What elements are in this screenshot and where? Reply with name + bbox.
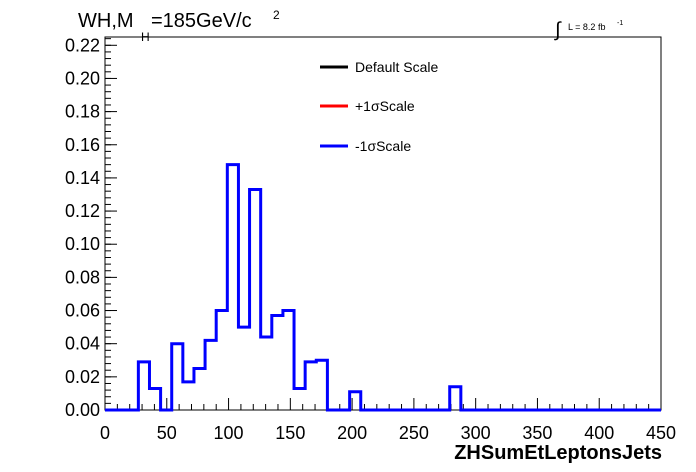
legend-label-plus1sigma: +1σScale <box>355 98 415 114</box>
title-subscript: H <box>141 30 150 44</box>
x-tick-label: 450 <box>646 423 676 443</box>
x-tick-label: 200 <box>337 423 367 443</box>
y-tick-label: 0.18 <box>65 102 100 122</box>
x-tick-label: 100 <box>214 423 244 443</box>
y-tick-label: 0.22 <box>65 35 100 55</box>
legend-label-minus1sigma: -1σScale <box>355 138 411 154</box>
y-tick-label: 0.02 <box>65 367 100 387</box>
legend: Default Scale +1σScale -1σScale <box>320 59 438 154</box>
title-main: WH,M <box>78 10 134 32</box>
x-tick-label: 400 <box>584 423 614 443</box>
x-tick-label: 350 <box>522 423 552 443</box>
y-tick-label: 0.06 <box>65 301 100 321</box>
title-superscript: 2 <box>273 8 280 22</box>
legend-label-default: Default Scale <box>355 59 438 75</box>
x-tick-label: 250 <box>399 423 429 443</box>
y-tick-label: 0.00 <box>65 400 100 420</box>
axes: 0.00 0.02 0.04 0.06 0.08 0.10 0.12 0.14 0.16 0.18… <box>65 35 676 443</box>
y-tick-label: 0.12 <box>65 201 100 221</box>
plot-frame <box>104 36 662 411</box>
y-tick-label: 0.16 <box>65 135 100 155</box>
lumi-superscript: -1 <box>617 20 623 27</box>
y-tick-label: 0.08 <box>65 267 100 287</box>
x-tick-label: 50 <box>157 423 177 443</box>
x-tick-label: 150 <box>275 423 305 443</box>
x-axis-label: ZHSumEtLeptonsJets <box>454 442 662 464</box>
histogram-series <box>105 163 661 412</box>
lumi-text: L = 8.2 fb <box>568 22 605 32</box>
x-tick-label: 300 <box>461 423 491 443</box>
histogram-line-series-0 <box>105 163 661 412</box>
x-tick-label: 0 <box>100 423 110 443</box>
lumi-integral: ∫ <box>554 19 562 41</box>
y-tick-label: 0.14 <box>65 168 100 188</box>
y-tick-label: 0.10 <box>65 234 100 254</box>
y-tick-label: 0.20 <box>65 68 100 88</box>
title-rest: =185GeV/c <box>151 10 252 32</box>
y-tick-label: 0.04 <box>65 334 100 354</box>
